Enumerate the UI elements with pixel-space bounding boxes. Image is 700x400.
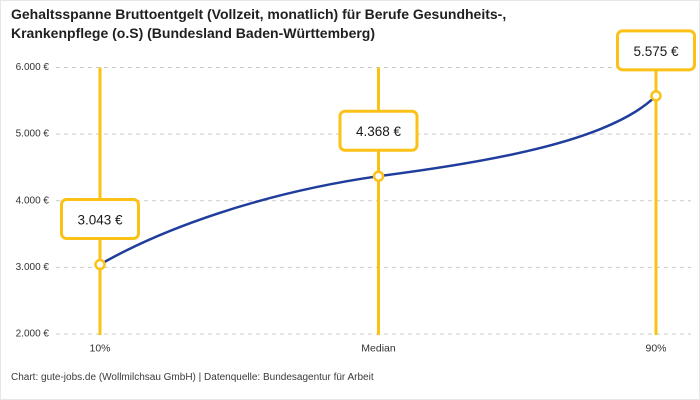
y-axis-tick-label: 2.000 € bbox=[16, 329, 50, 340]
chart-title-line2: Krankenpflege (o.S) (Bundesland Baden-Wü… bbox=[11, 25, 376, 41]
value-label-box bbox=[616, 29, 696, 72]
data-point-marker bbox=[94, 258, 106, 271]
value-label: 4.368 € bbox=[356, 124, 402, 139]
x-axis-tick-label: Median bbox=[361, 343, 396, 355]
y-axis-tick-label: 6.000 € bbox=[16, 62, 50, 73]
y-axis-tick-label: 3.000 € bbox=[16, 262, 50, 273]
value-label-box bbox=[60, 198, 140, 241]
chart-title-line1: Gehaltsspanne Bruttoentgelt (Vollzeit, m… bbox=[11, 6, 507, 22]
data-point-marker bbox=[650, 90, 662, 102]
data-point-marker bbox=[372, 170, 385, 182]
y-axis-tick-label: 5.000 € bbox=[16, 129, 50, 140]
value-label: 5.575 € bbox=[633, 44, 679, 59]
y-axis-tick-label: 4.000 € bbox=[16, 195, 50, 206]
x-axis-tick-label: 10% bbox=[89, 343, 110, 355]
value-label-box bbox=[338, 109, 419, 152]
value-label: 3.043 € bbox=[77, 213, 123, 228]
chart-credit: Chart: gute-jobs.de (Wollmilchsau GmbH) … bbox=[11, 372, 374, 383]
chart-title: Gehaltsspanne Bruttoentgelt (Vollzeit, m… bbox=[11, 5, 671, 43]
x-axis-tick-label: 90% bbox=[645, 343, 666, 355]
